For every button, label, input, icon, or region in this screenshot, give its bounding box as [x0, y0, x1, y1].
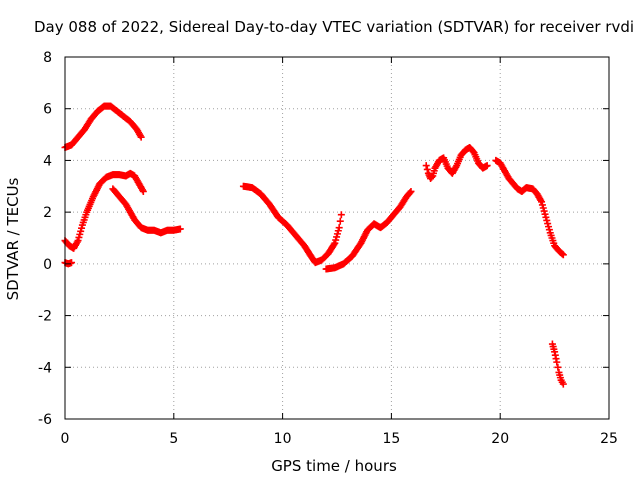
data-point: [407, 187, 415, 195]
data-point: [337, 211, 345, 219]
series-arc-6: [322, 187, 415, 273]
series-arc-3: [61, 259, 76, 268]
data-point: [336, 217, 344, 225]
y-tick-label: -2: [38, 309, 52, 325]
y-tick-label: 0: [43, 257, 52, 273]
data-point: [137, 133, 145, 141]
data-point: [68, 259, 76, 267]
y-tick-label: 4: [43, 153, 52, 169]
data-point: [176, 225, 184, 233]
series-arc-5: [239, 182, 345, 267]
x-tick-label: 5: [169, 431, 178, 447]
data-point: [483, 162, 491, 170]
x-tick-label: 15: [382, 431, 400, 447]
y-tick-label: 8: [43, 50, 52, 66]
x-tick-label: 0: [61, 431, 70, 447]
x-tick-label: 20: [491, 431, 509, 447]
x-tick-label: 10: [274, 431, 292, 447]
y-tick-label: -6: [38, 412, 52, 428]
data-point: [139, 187, 147, 195]
axis-ticks: 0 5 10 15 20 25 -6 -4 -2 0 2 4 6 8: [38, 50, 618, 447]
data-point: [406, 188, 414, 196]
plot-frame: [64, 56, 610, 420]
series-arc-8: [492, 156, 567, 259]
series-arc-2: [61, 169, 147, 252]
data-point: [559, 380, 567, 388]
series-arc-9: [548, 340, 567, 388]
series-arc-4: [109, 185, 184, 237]
data-points: [61, 102, 567, 388]
data-point: [335, 224, 343, 232]
series-arc-7: [422, 144, 491, 183]
data-point: [422, 162, 430, 170]
chart-title: Day 088 of 2022, Sidereal Day-to-day VTE…: [34, 18, 634, 36]
data-point: [553, 358, 561, 366]
data-point: [554, 363, 562, 371]
y-tick-label: 6: [43, 102, 52, 118]
data-point: [428, 173, 436, 181]
data-point: [330, 240, 338, 248]
y-tick-label: -4: [38, 360, 52, 376]
y-tick-label: 2: [43, 205, 52, 221]
x-axis-label: GPS time / hours: [271, 457, 397, 475]
data-point: [559, 251, 567, 259]
data-point: [423, 165, 431, 173]
y-axis-label: SDTVAR / TECUs: [4, 177, 22, 300]
x-tick-label: 25: [600, 431, 618, 447]
series-arc-1: [61, 102, 145, 151]
